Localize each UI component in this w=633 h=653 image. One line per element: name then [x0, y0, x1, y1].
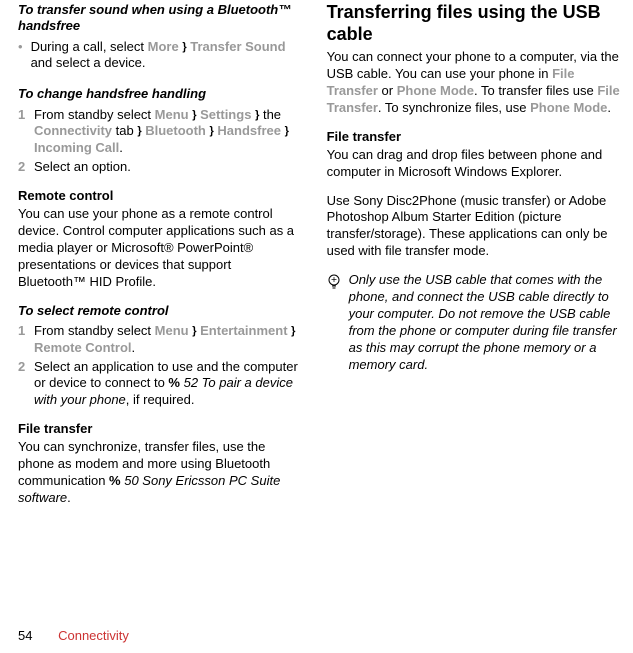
link-arrow-icon: %: [109, 473, 121, 488]
arrow-icon: }: [182, 41, 186, 53]
arrow-icon: }: [192, 325, 196, 337]
text: . To transfer files use: [474, 83, 597, 98]
tip-text: Only use the USB cable that comes with t…: [349, 272, 621, 373]
menu-path: Menu: [155, 107, 189, 122]
heading-handsfree: To change handsfree handling: [18, 86, 303, 102]
bullet-icon: •: [18, 39, 23, 73]
heading-transfer-sound: To transfer sound when using a Bluetooth…: [18, 2, 303, 35]
menu-path: Incoming Call: [34, 140, 119, 155]
step-number: 1: [18, 323, 28, 357]
section-name: Connectivity: [58, 628, 129, 643]
arrow-icon: }: [137, 125, 141, 137]
tip-note: Only use the USB cable that comes with t…: [327, 272, 621, 373]
menu-path: Entertainment: [200, 323, 287, 338]
arrow-icon: }: [210, 125, 214, 137]
menu-path: Remote Control: [34, 340, 132, 355]
text: and select a device.: [31, 55, 146, 70]
step-number: 1: [18, 107, 28, 158]
arrow-icon: }: [255, 109, 259, 121]
menu-path: Handsfree: [217, 123, 281, 138]
page-footer: 54 Connectivity: [18, 628, 129, 643]
menu-path: More: [148, 39, 179, 54]
step-number: 2: [18, 359, 28, 410]
heading-remote: Remote control: [18, 188, 303, 203]
menu-path: Connectivity: [34, 123, 112, 138]
heading-select-remote: To select remote control: [18, 303, 303, 319]
step-number: 2: [18, 159, 28, 176]
bullet-item: • During a call, select More } Transfer …: [18, 39, 303, 73]
step-1: 1 From standby select Menu } Settings } …: [18, 107, 303, 158]
paragraph: You can connect your phone to a computer…: [327, 49, 621, 117]
right-column: Transferring files using the USB cable Y…: [327, 2, 621, 519]
paragraph: Use Sony Disc2Phone (music transfer) or …: [327, 193, 621, 261]
menu-path: Transfer Sound: [190, 39, 285, 54]
mode: Phone Mode: [397, 83, 474, 98]
text: the: [259, 107, 281, 122]
text: From standby select: [34, 107, 155, 122]
menu-path: Settings: [200, 107, 251, 122]
menu-path: Bluetooth: [145, 123, 206, 138]
arrow-icon: }: [192, 109, 196, 121]
lightbulb-icon: [327, 274, 341, 373]
page-number: 54: [18, 628, 32, 643]
heading-file-transfer-r: File transfer: [327, 129, 621, 144]
paragraph: You can synchronize, transfer files, use…: [18, 439, 303, 507]
paragraph: You can drag and drop files between phon…: [327, 147, 621, 181]
text: Select an option.: [34, 159, 303, 176]
arrow-icon: }: [291, 325, 295, 337]
text: tab: [112, 123, 137, 138]
mode: Phone Mode: [530, 100, 607, 115]
heading-usb: Transferring files using the USB cable: [327, 2, 621, 45]
text: From standby select: [34, 323, 155, 338]
text: , if required.: [126, 392, 195, 407]
arrow-icon: }: [285, 125, 289, 137]
heading-file-transfer: File transfer: [18, 421, 303, 436]
text: or: [378, 83, 397, 98]
text: . To synchronize files, use: [378, 100, 530, 115]
paragraph: You can use your phone as a remote contr…: [18, 206, 303, 290]
step-1: 1 From standby select Menu } Entertainme…: [18, 323, 303, 357]
menu-path: Menu: [155, 323, 189, 338]
text: During a call, select: [31, 39, 148, 54]
step-2: 2 Select an option.: [18, 159, 303, 176]
link-arrow-icon: %: [168, 375, 180, 390]
text: You can connect your phone to a computer…: [327, 49, 619, 81]
step-2: 2 Select an application to use and the c…: [18, 359, 303, 410]
left-column: To transfer sound when using a Bluetooth…: [18, 2, 303, 519]
